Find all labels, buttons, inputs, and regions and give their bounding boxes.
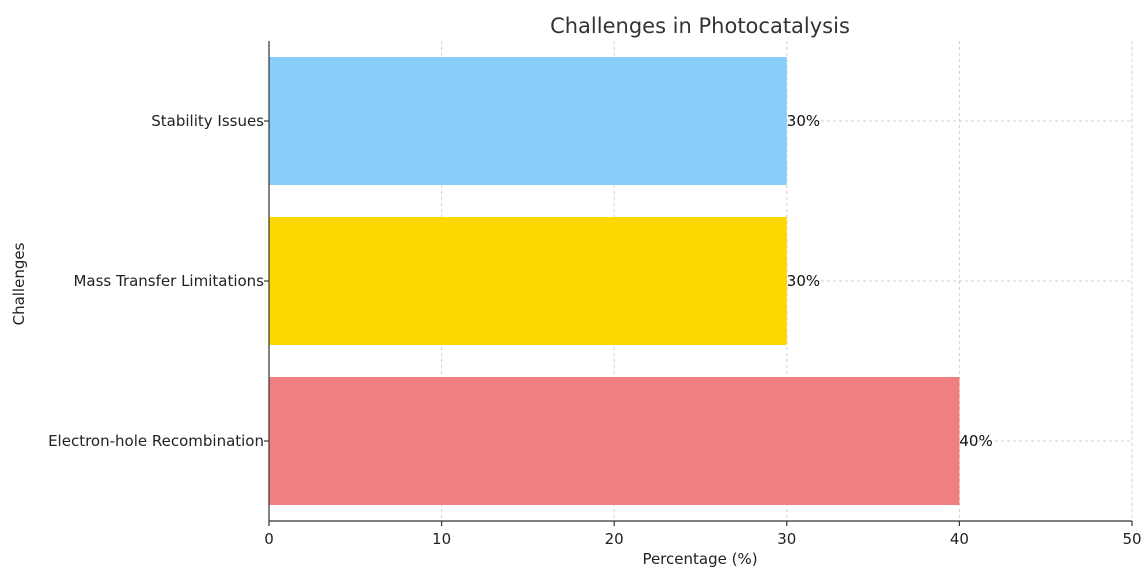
y-tick-label: Electron-hole Recombination (48, 432, 264, 450)
bar-value-label: 30% (787, 272, 820, 290)
bar (269, 217, 787, 345)
x-tick-label: 30 (777, 530, 796, 548)
chart-title: Challenges in Photocatalysis (550, 14, 850, 38)
x-tick-label: 40 (950, 530, 969, 548)
x-tick-label: 0 (264, 530, 274, 548)
bar-value-label: 40% (959, 432, 992, 450)
x-tick-label: 10 (432, 530, 451, 548)
x-axis-label: Percentage (%) (642, 550, 757, 567)
y-axis-label: Challenges (10, 242, 28, 325)
bar (269, 57, 787, 185)
bar-value-label: 30% (787, 112, 820, 130)
y-tick-label: Stability Issues (151, 112, 264, 130)
x-tick-label: 50 (1122, 530, 1141, 548)
axis-layer: 0 10 20 30 40 50 Electron-hole Recombination Ma… (48, 41, 1142, 548)
bar-layer: 40% 30% 30% (269, 57, 993, 505)
y-tick-label: Mass Transfer Limitations (73, 272, 264, 290)
x-tick-label: 20 (605, 530, 624, 548)
bar (269, 377, 960, 505)
